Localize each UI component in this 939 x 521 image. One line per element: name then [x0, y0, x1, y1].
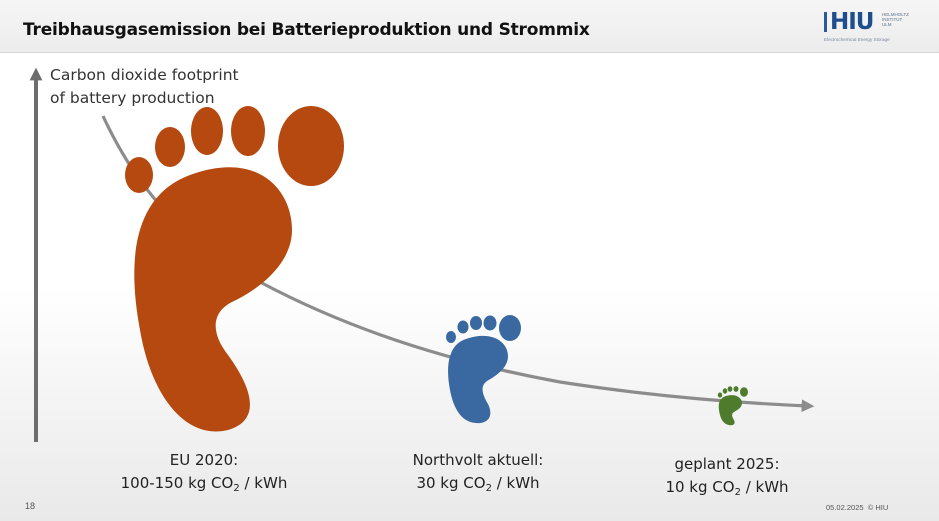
footprint-northvolt: [446, 315, 521, 424]
footprint-northvolt-toe-3: [470, 316, 482, 330]
caption-northvolt-label: Northvolt aktuell:: [412, 451, 544, 469]
caption-eu-2020-label: EU 2020:: [169, 451, 239, 469]
footprint-2025-toe-5: [740, 387, 748, 397]
caption-eu-2020-value: 100-150 kg CO2 / kWh: [120, 474, 288, 494]
footprint-northvolt-toe-5: [499, 315, 521, 341]
caption-eu-2020: EU 2020: 100-150 kg CO2 / kWh: [104, 449, 304, 495]
footprint-northvolt-toe-4: [483, 315, 497, 331]
logo-institute-name: Helmholtz Institut Ulm: [882, 12, 909, 27]
footprint-2025-sole: [718, 395, 742, 426]
slide-date: 05.02.2025 © HIU: [826, 503, 889, 512]
footprint-eu-2020-sole: [134, 167, 292, 432]
footprint-2025-toe-2: [722, 388, 728, 394]
footprint-eu-2020-toe-5: [278, 106, 344, 186]
footprint-2025-toe-4: [733, 386, 739, 392]
caption-2025: geplant 2025: 10 kg CO2 / kWh: [627, 453, 827, 499]
footprint-2025-toe-3: [727, 386, 733, 392]
caption-2025-value: 10 kg CO2 / kWh: [665, 478, 789, 498]
footprint-2025: [717, 386, 748, 426]
footprint-eu-2020-toe-4: [231, 106, 265, 156]
footprint-eu-2020-toe-3: [191, 107, 223, 155]
logo-bar: [824, 12, 827, 32]
logo-tagline: Electrochemical Energy Storage: [824, 37, 890, 42]
y-axis-label: Carbon dioxide footprint of battery prod…: [50, 66, 239, 107]
copyright: © HIU: [867, 503, 889, 512]
caption-2025-label: geplant 2025:: [674, 455, 780, 473]
slide-header: Treibhausgasemission bei Batterieprodukt…: [0, 0, 939, 53]
caption-northvolt-value: 30 kg CO2 / kWh: [416, 474, 540, 494]
logo-text: HIU: [830, 9, 874, 35]
footprint-eu-2020-toe-1: [125, 157, 153, 193]
footprint-northvolt-sole: [448, 335, 508, 424]
hiu-logo: HIU Helmholtz Institut Ulm Electrochemic…: [824, 8, 920, 46]
footprint-eu-2020-toe-2: [155, 127, 185, 167]
footprint-eu-2020: [125, 106, 344, 432]
footprint-northvolt-toe-2: [457, 320, 469, 334]
caption-northvolt: Northvolt aktuell: 30 kg CO2 / kWh: [378, 449, 578, 495]
footprint-2025-toe-1: [717, 392, 723, 398]
slide-title: Treibhausgasemission bei Batterieprodukt…: [23, 20, 590, 40]
footprint-northvolt-toe-1: [446, 331, 456, 343]
slide-number: 18: [25, 501, 36, 511]
